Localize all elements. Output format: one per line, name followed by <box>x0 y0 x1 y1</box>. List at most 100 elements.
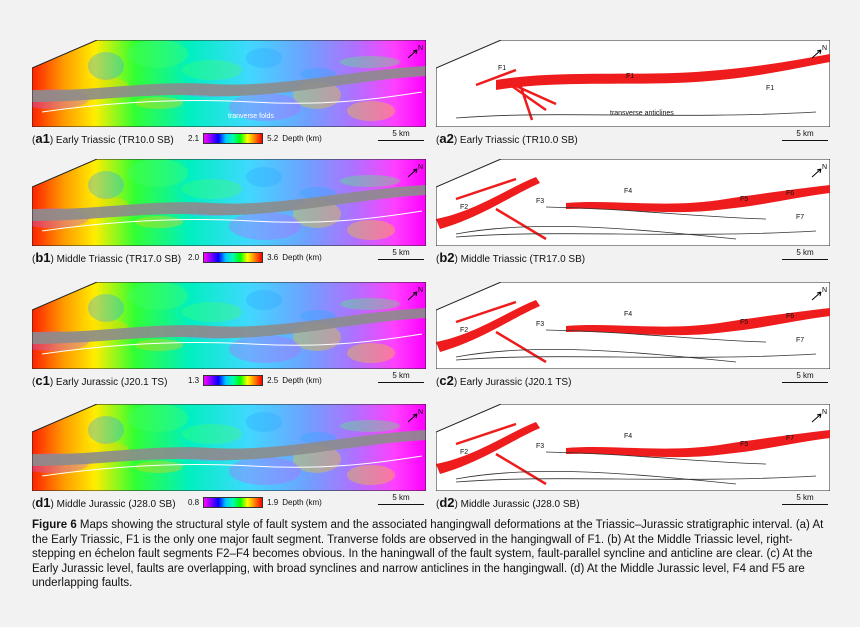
fault-label-f7: F7 <box>786 435 794 442</box>
panel-title: Early Jurassic (J20.1 TS) <box>459 377 572 388</box>
panel-label-a2: (a2) Early Triassic (TR10.0 SB) <box>436 131 578 146</box>
depth-colorbar: 1.3 2.5 Depth (km) <box>188 375 322 386</box>
fault-label-f3: F3 <box>536 443 544 450</box>
structure-map-d2: N F2 F3 F4 F5 F7 <box>436 404 830 491</box>
fault-label-f2: F2 <box>460 204 468 211</box>
depth-min: 1.3 <box>188 376 200 385</box>
north-arrow-icon <box>407 49 418 59</box>
panel-label-d2: (d2) Middle Jurassic (J28.0 SB) <box>436 495 580 510</box>
north-arrow-icon <box>811 49 822 59</box>
depth-max: 5.2 <box>267 134 279 143</box>
fault-label-f3: F3 <box>536 198 544 205</box>
scale-label: 5 km <box>392 493 410 502</box>
scale-bar-left: 5 km <box>378 129 424 141</box>
depth-unit: Depth (km) <box>282 134 322 143</box>
scale-bar-left: 5 km <box>378 248 424 260</box>
caption-text: Maps showing the structural style of fau… <box>32 519 824 590</box>
scale-label: 5 km <box>392 371 410 380</box>
north-label: N <box>822 287 827 294</box>
map-annotation: tranverse folds <box>228 113 274 120</box>
panel-label-b2: (b2) Middle Triassic (TR17.0 SB) <box>436 250 586 265</box>
depth-max: 2.5 <box>267 376 279 385</box>
fault-label-f1: F1 <box>626 73 634 80</box>
scale-label: 5 km <box>392 248 410 257</box>
scale-label: 5 km <box>392 129 410 138</box>
panel-title: Middle Jurassic (J28.0 SB) <box>56 499 176 510</box>
panel-label-b1: (b1) Middle Triassic (TR17.0 SB) <box>32 250 182 265</box>
depth-unit: Depth (km) <box>282 253 322 262</box>
north-arrow-icon <box>407 168 418 178</box>
panel-title: Early Triassic (TR10.0 SB) <box>459 135 578 146</box>
fault-label-f7: F7 <box>796 337 804 344</box>
north-label: N <box>822 409 827 416</box>
depth-map-b1: N <box>32 159 426 246</box>
feature-label: transverse anticlines <box>610 110 674 117</box>
panel-id: c1 <box>35 373 50 388</box>
scale-label: 5 km <box>796 371 814 380</box>
scale-label: 5 km <box>796 248 814 257</box>
colorbar-gradient <box>203 133 264 144</box>
figure-number: Figure 6 <box>32 519 77 531</box>
depth-unit: Depth (km) <box>282 498 322 507</box>
north-label: N <box>418 164 423 171</box>
scale-bar-right: 5 km <box>782 129 828 141</box>
north-label: N <box>418 45 423 52</box>
panel-title: Early Triassic (TR10.0 SB) <box>55 135 174 146</box>
panel-title: Early Jurassic (J20.1 TS) <box>55 377 168 388</box>
fault-label-f6: F6 <box>786 313 794 320</box>
panel-title: Middle Triassic (TR17.0 SB) <box>56 254 182 265</box>
fault-label-f2: F2 <box>460 327 468 334</box>
depth-colorbar: 0.8 1.9 Depth (km) <box>188 497 322 508</box>
fault-label-f2: F2 <box>460 449 468 456</box>
panel-title: Middle Triassic (TR17.0 SB) <box>460 254 586 265</box>
panel-label-c1: (c1) Early Jurassic (J20.1 TS) <box>32 373 168 388</box>
depth-min: 0.8 <box>188 498 200 507</box>
fault-label-f5: F5 <box>740 441 748 448</box>
panel-id: d1 <box>35 495 51 510</box>
fault-label-f5: F5 <box>740 196 748 203</box>
panel-id: a1 <box>35 131 50 146</box>
north-arrow-icon <box>811 413 822 423</box>
panel-id: a2 <box>439 131 454 146</box>
north-label: N <box>418 287 423 294</box>
panel-label-d1: (d1) Middle Jurassic (J28.0 SB) <box>32 495 176 510</box>
structure-map-c2: N F2 F3 F4 F5 F6 F7 <box>436 282 830 369</box>
scale-label: 5 km <box>796 493 814 502</box>
fault-label-f4: F4 <box>624 433 632 440</box>
structure-map-a2: N F1 F1 F1 transverse anticlines <box>436 40 830 127</box>
scale-bar-right: 5 km <box>782 371 828 383</box>
north-label: N <box>822 45 827 52</box>
depth-map-c1: N <box>32 282 426 369</box>
scale-bar-left: 5 km <box>378 371 424 383</box>
scale-bar-right: 5 km <box>782 248 828 260</box>
north-label: N <box>822 164 827 171</box>
panel-id: b2 <box>439 250 455 265</box>
figure-caption: Figure 6 Maps showing the structural sty… <box>32 518 832 591</box>
fault-label-f5: F5 <box>740 319 748 326</box>
structure-map-b2: N F2 F3 F4 F5 F6 F7 <box>436 159 830 246</box>
fault-label-f1: F1 <box>766 85 774 92</box>
panel-id: d2 <box>439 495 455 510</box>
depth-unit: Depth (km) <box>282 376 322 385</box>
panel-id: c2 <box>439 373 454 388</box>
colorbar-gradient <box>203 375 264 386</box>
depth-map-d1: N <box>32 404 426 491</box>
panel-label-a1: (a1) Early Triassic (TR10.0 SB) <box>32 131 174 146</box>
depth-colorbar: 2.1 5.2 Depth (km) <box>188 133 322 144</box>
fault-label-f1: F1 <box>498 65 506 72</box>
north-arrow-icon <box>407 291 418 301</box>
depth-colorbar: 2.0 3.6 Depth (km) <box>188 252 322 263</box>
panel-title: Middle Jurassic (J28.0 SB) <box>460 499 580 510</box>
colorbar-gradient <box>203 497 264 508</box>
depth-min: 2.0 <box>188 253 200 262</box>
fault-label-f6: F6 <box>786 190 794 197</box>
panel-label-c2: (c2) Early Jurassic (J20.1 TS) <box>436 373 572 388</box>
north-arrow-icon <box>811 168 822 178</box>
fault-label-f4: F4 <box>624 311 632 318</box>
fault-label-f7: F7 <box>796 214 804 221</box>
north-label: N <box>418 409 423 416</box>
fault-label-f3: F3 <box>536 321 544 328</box>
depth-max: 3.6 <box>267 253 279 262</box>
depth-max: 1.9 <box>267 498 279 507</box>
